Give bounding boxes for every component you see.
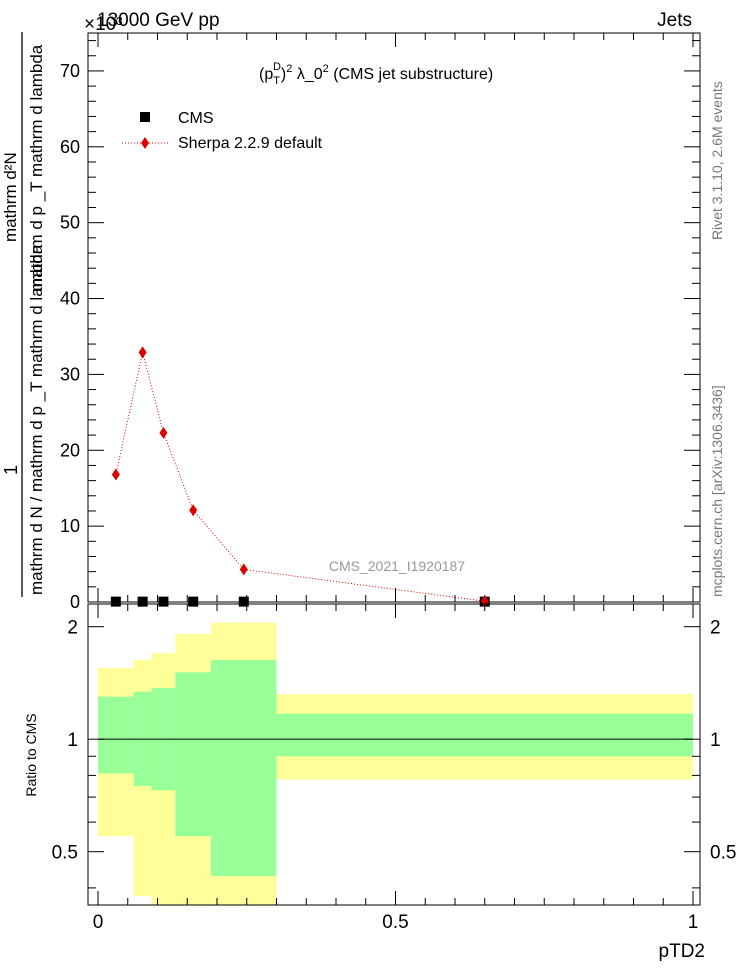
analysis-watermark: CMS_2021_I1920187 [329, 558, 465, 574]
ratio-ytick-label: 1 [67, 730, 78, 751]
main-x-ticks [97, 33, 694, 602]
ylabel-denominator: mathrm d N / mathrm d p _T mathrm d lamb… [27, 244, 46, 595]
ratio-ytick-label: 0.5 [52, 843, 78, 864]
ratio-ytick-label: 2 [67, 618, 78, 639]
ratio-xtick-label: 0 [93, 912, 104, 933]
main-ytick-label: 50 [60, 213, 80, 233]
title-part-c: λ_0 [292, 66, 322, 83]
main-ytick-label: 0 [70, 592, 80, 612]
ratio-ytick-label-right: 0.5 [710, 843, 736, 864]
legend-sherpa-marker [141, 137, 149, 149]
ratio-bands [98, 622, 693, 905]
ratio-x-ticks: 0 0.5 1 [93, 604, 699, 933]
main-y-label: 1 mathrm d N / mathrm d p _T mathrm d la… [1, 32, 46, 597]
main-ytick-label: 60 [60, 137, 80, 157]
ratio-band-inner [276, 713, 693, 757]
main-ytick-label: 20 [60, 440, 80, 460]
cms-point [188, 596, 199, 607]
main-ytick-label: 40 [60, 289, 80, 309]
main-frame [87, 32, 701, 603]
main-y-ticks: 0 10 20 30 40 50 60 70 [60, 40, 700, 612]
title-part-a: (p [259, 66, 273, 83]
title-part-d: (CMS jet substructure) [329, 66, 493, 83]
x-axis-label: pTD2 [659, 941, 705, 962]
sherpa-line [115, 352, 485, 602]
legend-cms-label: CMS [178, 110, 214, 127]
ratio-xtick-label: 1 [688, 912, 699, 933]
header-left: 13000 GeV pp [97, 10, 220, 31]
sherpa-point [138, 346, 147, 359]
sherpa-point [239, 563, 248, 576]
main-panel: 0 10 20 30 40 50 60 70 [60, 32, 701, 612]
cms-point [158, 596, 169, 607]
title-part-sup2: 2 [286, 63, 292, 75]
title-part-sup3: 2 [323, 63, 329, 75]
ratio-ytick-label-right: 1 [710, 730, 721, 751]
ratio-ytick-label-right: 2 [710, 618, 721, 639]
y-scale-exponent: ×10³ [84, 14, 123, 35]
title-part-b: ) [281, 66, 286, 83]
sherpa-point [111, 468, 120, 481]
cms-point [238, 596, 249, 607]
ratio-band-inner [175, 672, 212, 837]
ratio-frame [87, 603, 701, 906]
ratio-y-label: Ratio to CMS [23, 713, 39, 796]
chart-title: (pTD)2 λ_02 (CMS jet substructure) [259, 61, 493, 87]
legend-cms-marker [140, 112, 150, 122]
main-ytick-label: 70 [60, 61, 80, 81]
legend: CMS Sherpa 2.2.9 default [122, 110, 323, 152]
cms-point [110, 596, 121, 607]
title-part-sup: D [273, 61, 281, 73]
ratio-band-inner [211, 659, 277, 877]
legend-sherpa-label: Sherpa 2.2.9 default [178, 135, 323, 152]
sherpa-point [159, 426, 168, 439]
ylabel-one: 1 [1, 465, 21, 475]
mcplots-credit: mcplots.cern.ch [arXiv:1306.3436] [709, 385, 725, 597]
cms-point [137, 596, 148, 607]
ratio-xtick-label: 0.5 [382, 912, 408, 933]
main-ytick-label: 10 [60, 516, 80, 536]
header-right: Jets [657, 10, 692, 31]
rivet-version: Rivet 3.1.10, 2.6M events [709, 81, 725, 240]
ratio-panel: 0.5 0.51 12 2 0 0.5 1 [52, 603, 736, 933]
ylabel-numerator-denominator: mathrm d p _T mathrm d lambda [27, 44, 46, 292]
sherpa-point [189, 504, 198, 517]
ratio-y-ticks: 0.5 0.5 1 1 2 2 [52, 618, 736, 889]
ratio-band-inner [98, 696, 134, 774]
main-ytick-label: 30 [60, 364, 80, 384]
title-part-sub: T [273, 75, 280, 87]
ylabel-numerator: mathrm d²N [1, 152, 20, 242]
